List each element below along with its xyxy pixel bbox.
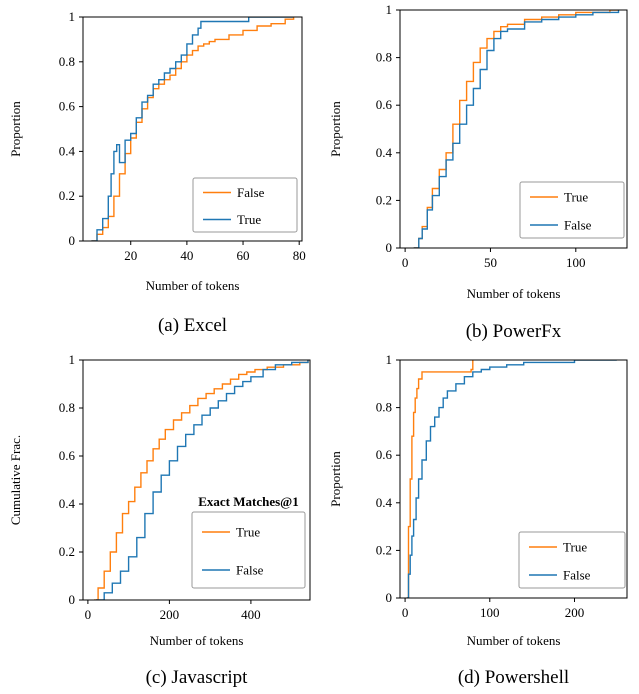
legend-label-false: False xyxy=(237,185,265,200)
series-line-false xyxy=(406,360,617,598)
plot-frame xyxy=(399,359,628,599)
y-axis-label: Proportion xyxy=(328,101,343,157)
y-tick-label: 0.2 xyxy=(59,544,75,559)
legend-label-true: True xyxy=(237,212,261,227)
y-axis-label: Proportion xyxy=(328,451,343,507)
y-tick-label: 0.2 xyxy=(376,192,392,207)
y-tick-label: 0.8 xyxy=(59,400,75,415)
x-tick-label: 100 xyxy=(566,255,586,270)
chart-panel-4: 0 0.2 0.4 0.6 0.8 1 0 100 200 Number of tokens Pro… xyxy=(328,352,628,688)
legend-label-false: False xyxy=(236,563,264,578)
legend-title: Exact Matches@1 xyxy=(198,494,299,509)
plot-frame xyxy=(399,9,628,249)
chart-panel-2: 0 0.2 0.4 0.6 0.8 1 0 50 100 Number of tokens Prop… xyxy=(328,2,628,342)
x-tick-label: 20 xyxy=(124,248,137,263)
y-tick-label: 0.4 xyxy=(59,496,76,511)
subfigure-caption: (d) Powershell xyxy=(458,667,569,688)
series-line-false xyxy=(91,17,295,241)
y-tick-label: 0.8 xyxy=(376,400,392,415)
series-line-false xyxy=(96,360,309,600)
x-axis-label: Number of tokens xyxy=(146,278,240,293)
series-line-false xyxy=(413,10,620,248)
y-tick-label: 0.6 xyxy=(376,447,393,462)
chart-panel-1: 0 0.2 0.4 0.6 0.8 1 20 40 60 80 Number of tokens Pr… xyxy=(8,9,306,336)
y-tick-label: 0.2 xyxy=(59,188,75,203)
y-tick-label: 0 xyxy=(386,240,393,255)
y-tick-label: 1 xyxy=(69,352,76,367)
y-tick-label: 0.8 xyxy=(59,54,75,69)
legend-label-false: False xyxy=(563,568,591,583)
x-tick-label: 100 xyxy=(480,605,500,620)
series-line-true xyxy=(94,360,309,600)
x-axis-label: Number of tokens xyxy=(467,633,561,648)
x-tick-label: 0 xyxy=(85,607,92,622)
y-axis-label: Proportion xyxy=(8,101,23,157)
legend-label-true: True xyxy=(236,525,260,540)
y-tick-label: 0.6 xyxy=(376,97,393,112)
y-tick-label: 0.6 xyxy=(59,448,76,463)
y-tick-label: 0.6 xyxy=(59,99,76,114)
x-tick-label: 200 xyxy=(160,607,180,622)
x-tick-label: 0 xyxy=(402,605,409,620)
y-tick-label: 0.4 xyxy=(376,495,393,510)
x-tick-label: 40 xyxy=(180,248,193,263)
series-line-true xyxy=(406,360,474,598)
legend-box xyxy=(518,531,626,589)
subfigure-caption: (c) Javascript xyxy=(146,667,249,688)
y-tick-label: 1 xyxy=(69,9,76,24)
x-tick-label: 80 xyxy=(293,248,306,263)
subfigure-caption: (a) Excel xyxy=(158,315,227,336)
plot-frame xyxy=(82,16,303,242)
chart-panel-3: 0 0.2 0.4 0.6 0.8 1 0 200 400 Number of tokens Cum… xyxy=(8,352,311,688)
x-axis-label: Number of tokens xyxy=(467,286,561,301)
x-tick-label: 60 xyxy=(237,248,250,263)
legend-box xyxy=(191,511,306,589)
y-tick-label: 0.2 xyxy=(376,542,392,557)
x-tick-label: 200 xyxy=(565,605,585,620)
legend-box xyxy=(519,181,625,239)
x-tick-label: 0 xyxy=(402,255,409,270)
y-tick-label: 0 xyxy=(69,233,76,248)
legend-label-true: True xyxy=(564,190,588,205)
x-tick-label: 50 xyxy=(484,255,497,270)
y-tick-label: 0.8 xyxy=(376,50,392,65)
y-tick-label: 1 xyxy=(386,352,393,367)
plot-frame xyxy=(82,359,311,601)
y-axis-label: Cumulative Frac. xyxy=(8,435,23,525)
x-tick-label: 400 xyxy=(241,607,261,622)
y-tick-label: 0 xyxy=(69,592,76,607)
series-line-true xyxy=(91,17,294,241)
y-tick-label: 0.4 xyxy=(376,145,393,160)
y-tick-label: 0 xyxy=(386,590,393,605)
legend-label-true: True xyxy=(563,540,587,555)
x-axis-label: Number of tokens xyxy=(150,633,244,648)
legend-box xyxy=(192,177,298,233)
subfigure-caption: (b) PowerFx xyxy=(466,321,562,342)
y-tick-label: 1 xyxy=(386,2,393,17)
legend-label-false: False xyxy=(564,218,592,233)
y-tick-label: 0.4 xyxy=(59,143,76,158)
